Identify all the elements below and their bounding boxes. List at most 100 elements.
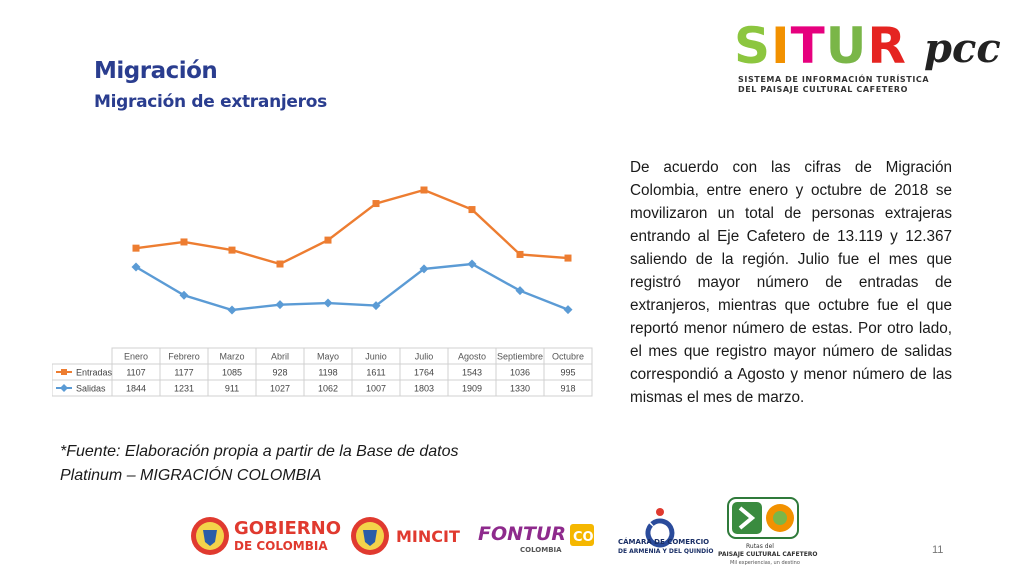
data-point: [132, 244, 140, 252]
gobierno-logo: GOBIERNO DE COLOMBIA: [191, 517, 341, 555]
situr-tagline: SISTEMA DE INFORMACIÓN TURÍSTICA DEL PAI…: [738, 75, 929, 95]
footer-logos: GOBIERNO DE COLOMBIA MINCIT FONTUR COLOM…: [0, 494, 1024, 576]
data-point: [276, 260, 284, 268]
legend-marker: [60, 384, 68, 392]
series-line-salidas: [135, 262, 569, 312]
legend-entry: Salidas: [76, 384, 106, 394]
data-point: [372, 200, 380, 208]
data-label: 1764: [414, 368, 434, 378]
data-point: [467, 259, 477, 269]
data-label: 1107: [126, 368, 145, 378]
footer-logos-svg: GOBIERNO DE COLOMBIA MINCIT FONTUR COLOM…: [191, 497, 818, 566]
slide-title: Migración: [94, 58, 218, 84]
data-point: [371, 301, 381, 311]
fontur-co: CO: [573, 530, 594, 545]
data-point: [564, 254, 572, 262]
tick-label: Febrero: [168, 352, 200, 362]
rutas-flower-center-icon: [773, 511, 787, 525]
data-point: [228, 246, 236, 254]
rutas-text-2: PAISAJE CULTURAL CAFETERO: [718, 551, 818, 558]
camara-text-2: DE ARMENIA Y DEL QUINDÍO: [618, 547, 713, 555]
legend-marker: [61, 369, 67, 375]
data-label: 1027: [270, 384, 290, 394]
rutas-frame-icon: [727, 497, 799, 539]
camara-dot-icon: [656, 508, 664, 516]
data-label: 1330: [510, 384, 530, 394]
situr-letter: T: [790, 17, 826, 75]
situr-wordmark: SITUR: [734, 16, 907, 76]
mincit-logo: MINCIT: [351, 517, 460, 555]
tick-label: Marzo: [219, 352, 244, 362]
slide-subtitle: Migración de extranjeros: [94, 92, 327, 112]
situr-letter: R: [867, 17, 907, 75]
data-label: 1803: [414, 384, 434, 394]
data-label: 911: [225, 384, 239, 394]
co-badge-icon: [570, 524, 594, 546]
chart-svg: Enero Febrero Marzo Abril Mayo Junio Julio Agos…: [52, 186, 593, 397]
source-note: *Fuente: Elaboración propia a partir de …: [60, 443, 459, 484]
data-point: [179, 290, 189, 300]
rutas-text-3: Mil experiencias, un destino: [730, 560, 800, 566]
rutas-arrow-box-icon: [732, 502, 762, 534]
data-label: 1231: [174, 384, 194, 394]
data-label: 1909: [462, 384, 482, 394]
tick-label: Enero: [124, 352, 148, 362]
tick-label: Octubre: [552, 352, 584, 362]
data-label: 1036: [510, 368, 530, 378]
situr-pcc: pcc: [924, 25, 1001, 72]
description-text: De acuerdo con las cifras de Migración C…: [630, 159, 952, 406]
data-label: 1611: [366, 368, 385, 378]
migration-chart: Enero Febrero Marzo Abril Mayo Junio Julio Agos…: [52, 160, 596, 400]
gobierno-text-2: DE COLOMBIA: [234, 539, 328, 553]
fontur-logo: FONTUR COLOMBIA CO: [478, 523, 594, 554]
data-point: [275, 300, 285, 310]
data-point: [131, 262, 141, 272]
data-label: 1844: [126, 384, 146, 394]
tick-label: Julio: [415, 352, 434, 362]
tick-label: Mayo: [317, 352, 339, 362]
situr-tagline-2: DEL PAISAJE CULTURAL CAFETERO: [738, 85, 909, 94]
data-label: 928: [272, 368, 287, 378]
fontur-text: FONTUR: [478, 523, 566, 545]
data-point: [227, 305, 237, 315]
tick-label: Septiembre: [497, 352, 543, 362]
mincit-text: MINCIT: [396, 527, 460, 546]
data-point: [324, 236, 332, 244]
rutas-logo: Rutas del PAISAJE CULTURAL CAFETERO Mil …: [718, 497, 818, 566]
data-point: [516, 250, 524, 258]
situr-logo: SITUR pcc SISTEMA DE INFORMACIÓN TURÍSTI…: [728, 16, 1001, 96]
data-label: 918: [560, 384, 575, 394]
data-label: 1177: [174, 368, 193, 378]
tick-label: Abril: [271, 352, 289, 362]
shield-icon: [363, 530, 377, 546]
camara-logo: CÁMARA DE COMERCIO DE ARMENIA Y DEL QUIN…: [618, 508, 713, 555]
legend-entry: Entradas: [76, 368, 113, 378]
data-label: 1198: [318, 368, 337, 378]
page-number: 11: [932, 544, 944, 556]
gobierno-text-1: GOBIERNO: [234, 518, 341, 539]
camara-text-1: CÁMARA DE COMERCIO: [618, 537, 709, 546]
situr-tagline-1: SISTEMA DE INFORMACIÓN TURÍSTICA: [738, 75, 930, 84]
data-point: [420, 186, 428, 194]
chevron-right-icon: [738, 506, 756, 530]
fontur-sub: COLOMBIA: [520, 546, 562, 554]
data-point: [468, 206, 476, 214]
data-point: [180, 238, 188, 246]
shield-icon: [203, 530, 217, 546]
data-label: 1085: [222, 368, 242, 378]
rutas-text-1: Rutas del: [746, 543, 774, 550]
tick-label: Junio: [365, 352, 387, 362]
data-point: [515, 286, 525, 296]
situr-letter: I: [771, 17, 791, 75]
data-label: 995: [560, 368, 575, 378]
data-point: [419, 264, 429, 274]
data-label: 1007: [366, 384, 386, 394]
series-line-entradas: [135, 188, 569, 266]
situr-letter: S: [734, 17, 772, 75]
tick-label: Agosto: [458, 352, 486, 362]
camara-ring-icon: [645, 518, 675, 548]
data-label: 1062: [318, 384, 338, 394]
data-point: [323, 298, 333, 308]
situr-letter: U: [825, 17, 868, 75]
data-point: [563, 305, 573, 315]
